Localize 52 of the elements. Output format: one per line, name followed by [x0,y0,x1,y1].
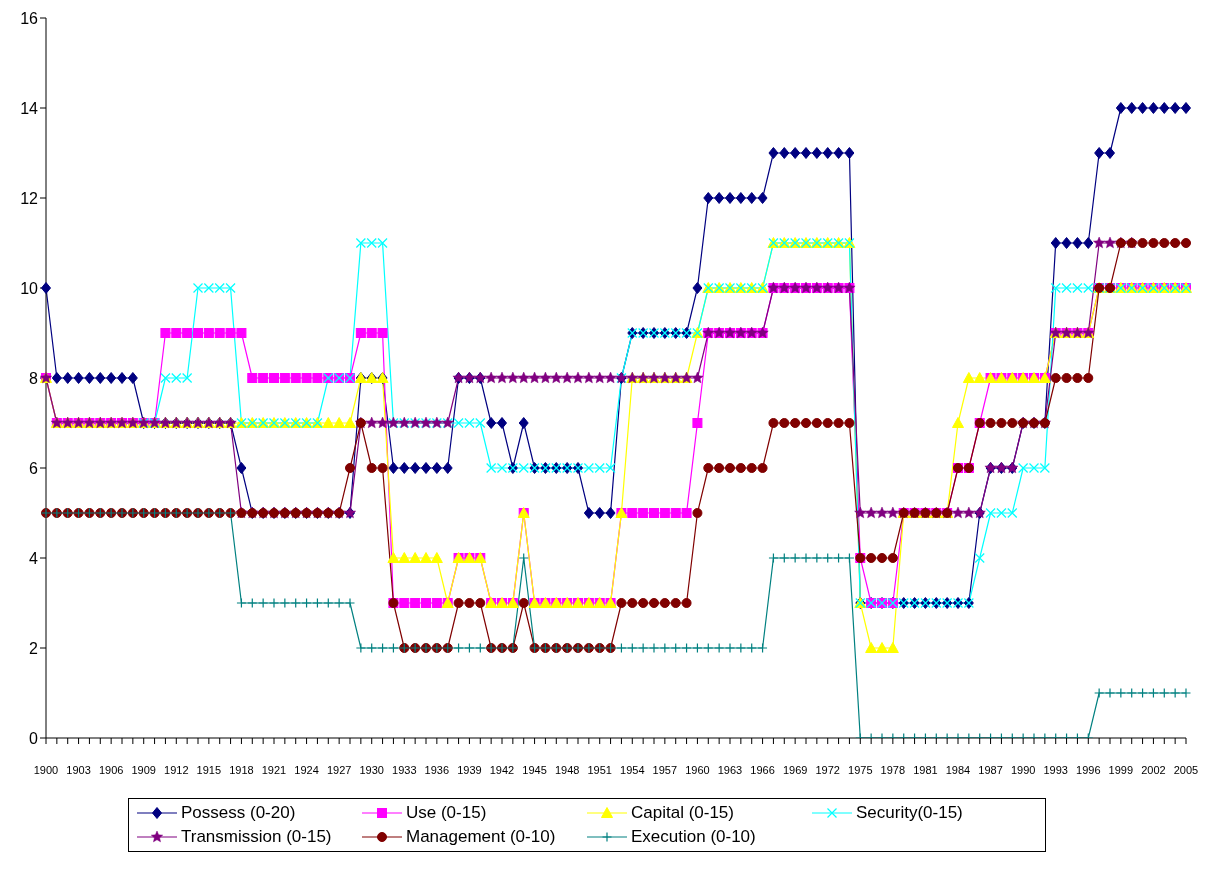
x-tick-label: 2005 [1173,763,1199,776]
x-tick-label: 1933 [392,763,417,776]
x-tick-label: 1984 [945,763,971,776]
y-tick-label: 2 [29,639,39,657]
x-tick-label: 1957 [652,763,678,776]
x-tick-label: 1987 [978,763,1003,776]
legend-label: Execution (0-10) [631,827,756,847]
y-tick-label: 14 [20,99,39,117]
y-tick-label: 8 [29,369,39,387]
x-tick-label: 1948 [554,763,580,776]
x-tick-label: 1975 [848,763,873,776]
x-tick-label: 1963 [717,763,743,776]
x-tick-label: 1921 [261,763,287,776]
legend-label: Security(0-15) [856,803,963,823]
x-tick-label: 1966 [750,763,775,776]
y-tick-label: 4 [29,549,39,567]
y-tick-label: 6 [29,459,39,477]
x-tick-label: 1972 [815,763,840,776]
x-tick-label: 1981 [913,763,938,776]
y-tick-label: 10 [20,279,39,297]
x-tick-label: 1945 [522,763,547,776]
x-tick-label: 1936 [424,763,450,776]
legend-label: Use (0-15) [406,803,487,823]
x-tick-label: 1903 [66,763,91,776]
y-tick-label: 16 [20,9,39,27]
x-tick-label: 1993 [1043,763,1068,776]
x-tick-label: 1924 [294,763,319,776]
x-tick-label: 1990 [1010,763,1036,776]
y-tick-label: 12 [20,189,39,207]
x-tick-label: 1954 [620,763,645,776]
y-tick-label: 0 [29,729,39,747]
x-tick-label: 1906 [98,763,124,776]
legend-label: Management (0-10) [406,827,556,847]
x-tick-label: 1939 [457,763,482,776]
x-tick-label: 1930 [359,763,384,776]
x-tick-label: 1999 [1108,763,1134,776]
x-tick-label: 1978 [880,763,906,776]
x-tick-label: 1900 [33,763,59,776]
x-tick-label: 1927 [326,763,352,776]
x-tick-label: 1915 [196,763,222,776]
x-tick-label: 2002 [1141,763,1166,776]
legend-label: Transmission (0-15) [181,827,332,847]
x-tick-label: 1960 [685,763,710,776]
legend-label: Possess (0-20) [181,803,296,823]
x-tick-label: 1918 [229,763,254,776]
x-tick-label: 1996 [1076,763,1101,776]
x-tick-label: 1909 [131,763,156,776]
x-tick-label: 1969 [782,763,808,776]
legend-label: Capital (0-15) [631,803,734,823]
x-tick-label: 1951 [587,763,612,776]
x-tick-label: 1912 [164,763,189,776]
x-tick-label: 1942 [489,763,515,776]
